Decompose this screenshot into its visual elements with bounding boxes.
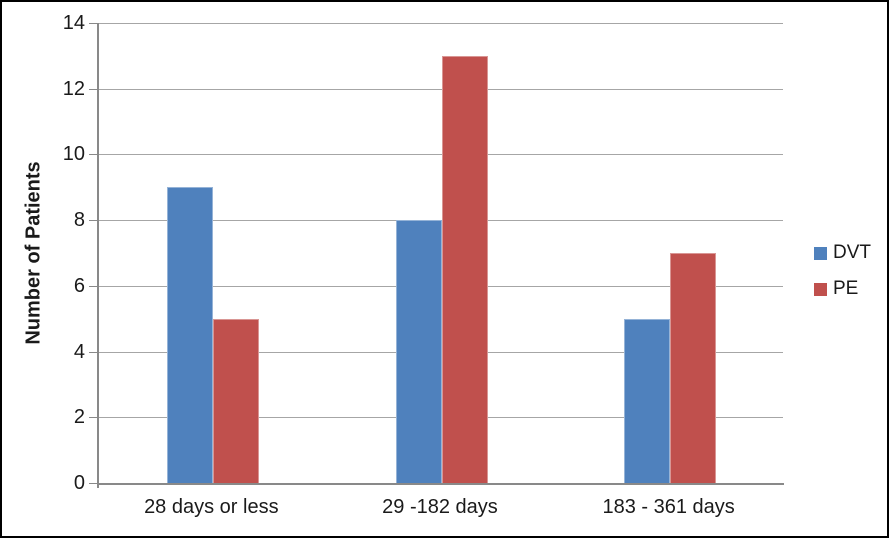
y-tick-mark-14 [89,23,97,24]
y-tick-mark-6 [89,285,97,287]
y-axis-title: Number of Patients [22,161,45,345]
y-axis-tick-label-0: 0 [73,472,85,494]
bar-pe-category-3 [670,253,716,483]
y-axis-tick-label-8: 8 [73,209,85,232]
y-axis-tick-label-2: 2 [73,406,85,429]
bar-dvt-category-1 [167,187,213,483]
y-axis-tick-label-12: 12 [62,77,85,100]
y-tick-mark-0 [89,483,97,484]
plot-area [97,23,783,483]
y-tick-mark-2 [89,417,97,419]
legend: DVT PE [814,242,871,314]
legend-label-dvt: DVT [833,242,871,263]
x-axis-label-category-1: 28 days or less [144,496,279,518]
gridline-y14 [97,23,783,24]
legend-label-pe: PE [833,278,859,299]
x-axis-line [97,483,784,485]
bar-pe-category-1 [213,319,259,483]
y-tick-mark-10 [89,154,97,156]
y-axis-tick-label-4: 4 [73,340,85,363]
legend-item-dvt: DVT [814,242,871,264]
bar-dvt-category-2 [396,220,442,483]
y-axis-tick-label-14: 14 [62,12,85,34]
gridline-y10 [97,154,783,156]
legend-swatch-icon-pe [814,282,827,296]
y-axis-tick-label-10: 10 [62,143,85,166]
y-axis-line [97,23,99,488]
legend-swatch-icon-dvt [814,246,827,260]
gridline-y12 [97,88,783,90]
y-tick-mark-8 [89,220,97,222]
legend-item-pe: PE [814,278,871,300]
y-tick-mark-12 [89,88,97,90]
y-tick-mark-4 [89,351,97,353]
x-axis-label-category-3: 183 - 361 days [602,496,735,518]
bar-pe-category-2 [442,56,488,483]
bar-dvt-category-3 [624,319,670,483]
x-axis-label-category-2: 29 -182 days [382,496,498,518]
y-axis-tick-label-6: 6 [73,274,85,297]
